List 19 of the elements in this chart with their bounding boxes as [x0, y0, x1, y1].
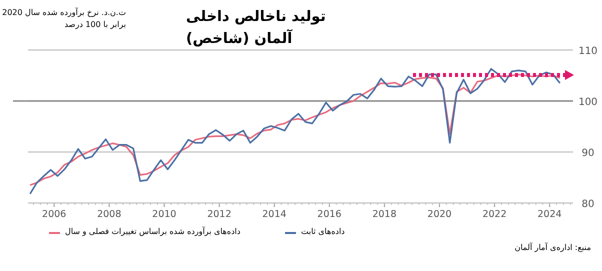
y-tick-label: 90	[582, 148, 594, 159]
x-tick-label: 2016	[317, 209, 342, 220]
legend-label: داده‌های برآورده شده براساس تغییرات فصلی و سال	[65, 227, 240, 236]
x-tick-label: 2008	[97, 209, 122, 220]
legend-label: داده‌های ثابت	[301, 227, 345, 236]
y-tick-label: 100	[578, 97, 598, 108]
y-tick-label: 80	[582, 199, 594, 210]
x-tick-label: 2022	[482, 209, 507, 220]
x-tick-label: 2006	[42, 209, 66, 220]
x-tick-label: 2020	[427, 209, 452, 220]
x-tick-label: 2024	[538, 209, 562, 220]
x-tick-label: 2010	[152, 209, 176, 220]
chart-subtitle: ت.ن.د. نرخ برآورده شده سال 2020 برابر با 100 درصد	[2, 7, 126, 31]
text: منبع: اداره‌ی آمار آلمان	[514, 243, 591, 252]
x-tick-label: 2012	[207, 209, 232, 220]
x-tick-label: 2018	[372, 209, 397, 220]
chart-title: تولید ناخالص داخلی آلمان (شاخص)	[186, 8, 327, 49]
y-tick-label: 110	[578, 46, 598, 57]
x-tick-label: 2014	[262, 209, 286, 220]
